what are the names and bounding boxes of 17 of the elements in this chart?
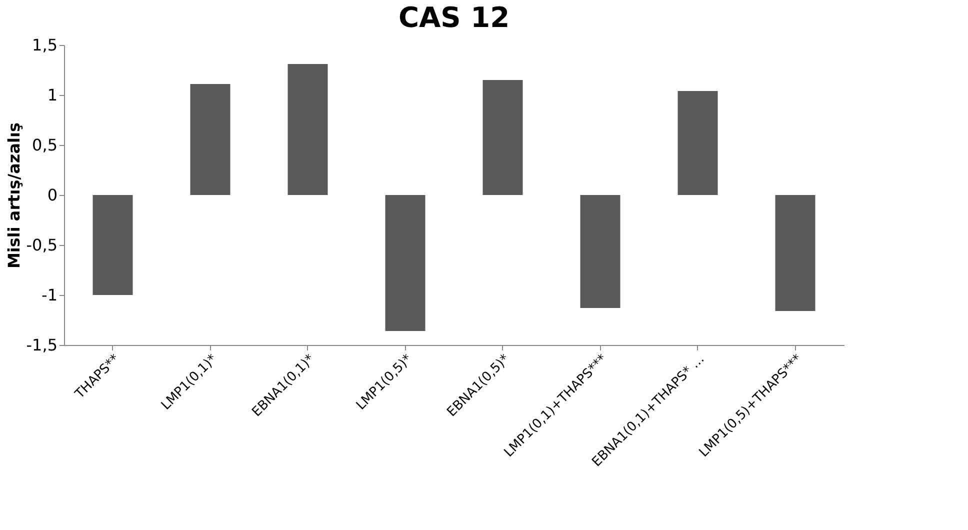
y-axis-title: Misli artış/azalış: [4, 122, 24, 269]
bar: [775, 195, 816, 311]
y-tick-label: 1,5: [32, 36, 58, 54]
bar: [678, 91, 718, 195]
y-tick-label: -1,5: [26, 336, 58, 354]
bar: [190, 84, 230, 195]
bar: [92, 195, 133, 295]
y-tick-label: -1: [42, 286, 58, 304]
bar: [482, 80, 523, 195]
bar: [288, 64, 328, 195]
y-tick-label: 0,5: [32, 136, 58, 154]
bar: [385, 195, 426, 331]
y-tick-label: 1: [47, 86, 58, 104]
y-tick-label: 0: [47, 186, 58, 204]
bar: [580, 195, 620, 308]
y-tick-label: -0,5: [26, 236, 58, 254]
chart-title: CAS 12: [398, 1, 510, 34]
